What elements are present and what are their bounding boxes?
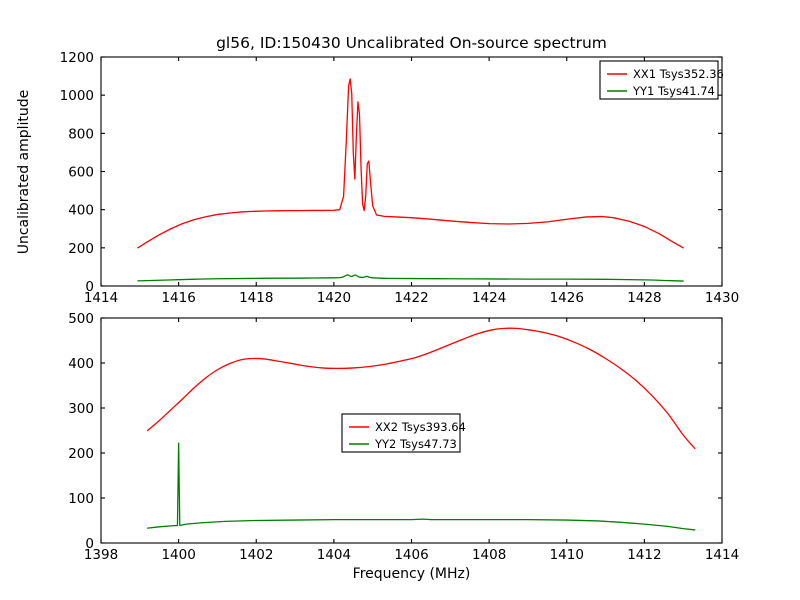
xtick-label-bottom-2: 1402 xyxy=(239,547,273,563)
xtick-label-bottom-3: 1404 xyxy=(317,547,351,563)
legend-label-top-0: XX1 Tsys352.36 xyxy=(633,67,724,81)
series-top-xx xyxy=(137,78,684,249)
ytick-label-top-4: 800 xyxy=(68,126,94,142)
axes-frame-bottom xyxy=(100,317,723,544)
ytick-label-bottom-1: 100 xyxy=(68,491,94,507)
xtick-label-bottom-1: 1400 xyxy=(161,547,195,563)
legend-label-bottom-0: XX2 Tsys393.64 xyxy=(375,420,466,434)
ytick-label-top-0: 0 xyxy=(85,279,94,295)
xtick-label-top-7: 1428 xyxy=(627,290,661,306)
ytick-label-top-3: 600 xyxy=(68,165,94,181)
ytick-label-top-5: 1000 xyxy=(60,88,94,104)
series-top-yy xyxy=(137,274,684,282)
xtick-label-bottom-5: 1408 xyxy=(472,547,506,563)
xtick-label-bottom-4: 1406 xyxy=(394,547,428,563)
panel-bottom: 1398 1400 1402 1404 1406 1408 1410 1412 1414 0 100… xyxy=(68,311,739,563)
xtick-label-bottom-7: 1412 xyxy=(627,547,661,563)
legend-box-bottom xyxy=(341,413,461,453)
xtick-label-bottom-6: 1410 xyxy=(550,547,584,563)
x-axis-label: Frequency (MHz) xyxy=(353,566,471,582)
xtick-label-bottom-8: 1414 xyxy=(705,547,739,563)
xtick-label-top-4: 1422 xyxy=(394,290,428,306)
xtick-label-top-0: 1414 xyxy=(84,290,118,306)
axes-frame-top xyxy=(100,56,723,287)
y-axis-label: Uncalibrated amplitude xyxy=(16,90,32,255)
series-bottom-yy xyxy=(146,442,696,531)
legend-label-bottom-1: YY2 Tsys47.73 xyxy=(374,437,457,451)
legend-label-top-1: YY1 Tsys41.74 xyxy=(632,84,715,98)
xtick-label-top-5: 1424 xyxy=(472,290,506,306)
ytick-label-bottom-5: 500 xyxy=(68,311,94,327)
xtick-label-bottom-0: 1398 xyxy=(84,547,118,563)
ytick-label-top-1: 200 xyxy=(68,241,94,257)
xtick-label-top-1: 1416 xyxy=(161,290,195,306)
legend-top: XX1 Tsys352.36 YY1 Tsys41.74 xyxy=(599,60,724,100)
ytick-label-bottom-3: 300 xyxy=(68,401,94,417)
ytick-label-bottom-0: 0 xyxy=(85,536,94,552)
legend-bottom: XX2 Tsys393.64 YY2 Tsys47.73 xyxy=(341,413,466,453)
series-bottom-xx xyxy=(146,327,696,450)
xtick-label-top-3: 1420 xyxy=(317,290,351,306)
ytick-label-bottom-2: 200 xyxy=(68,446,94,462)
xtick-label-top-8: 1430 xyxy=(705,290,739,306)
ytick-label-top-6: 1200 xyxy=(60,50,94,66)
page-title: gl56, ID:150430 Uncalibrated On-source s… xyxy=(216,34,607,52)
xtick-label-top-6: 1426 xyxy=(550,290,584,306)
legend-box-top xyxy=(599,60,719,100)
ytick-label-top-2: 400 xyxy=(68,203,94,219)
panel-top: 1414 1416 1418 1420 1422 1424 1426 1428 1430 0 200… xyxy=(60,50,740,306)
ytick-label-bottom-4: 400 xyxy=(68,356,94,372)
xtick-label-top-2: 1418 xyxy=(239,290,273,306)
